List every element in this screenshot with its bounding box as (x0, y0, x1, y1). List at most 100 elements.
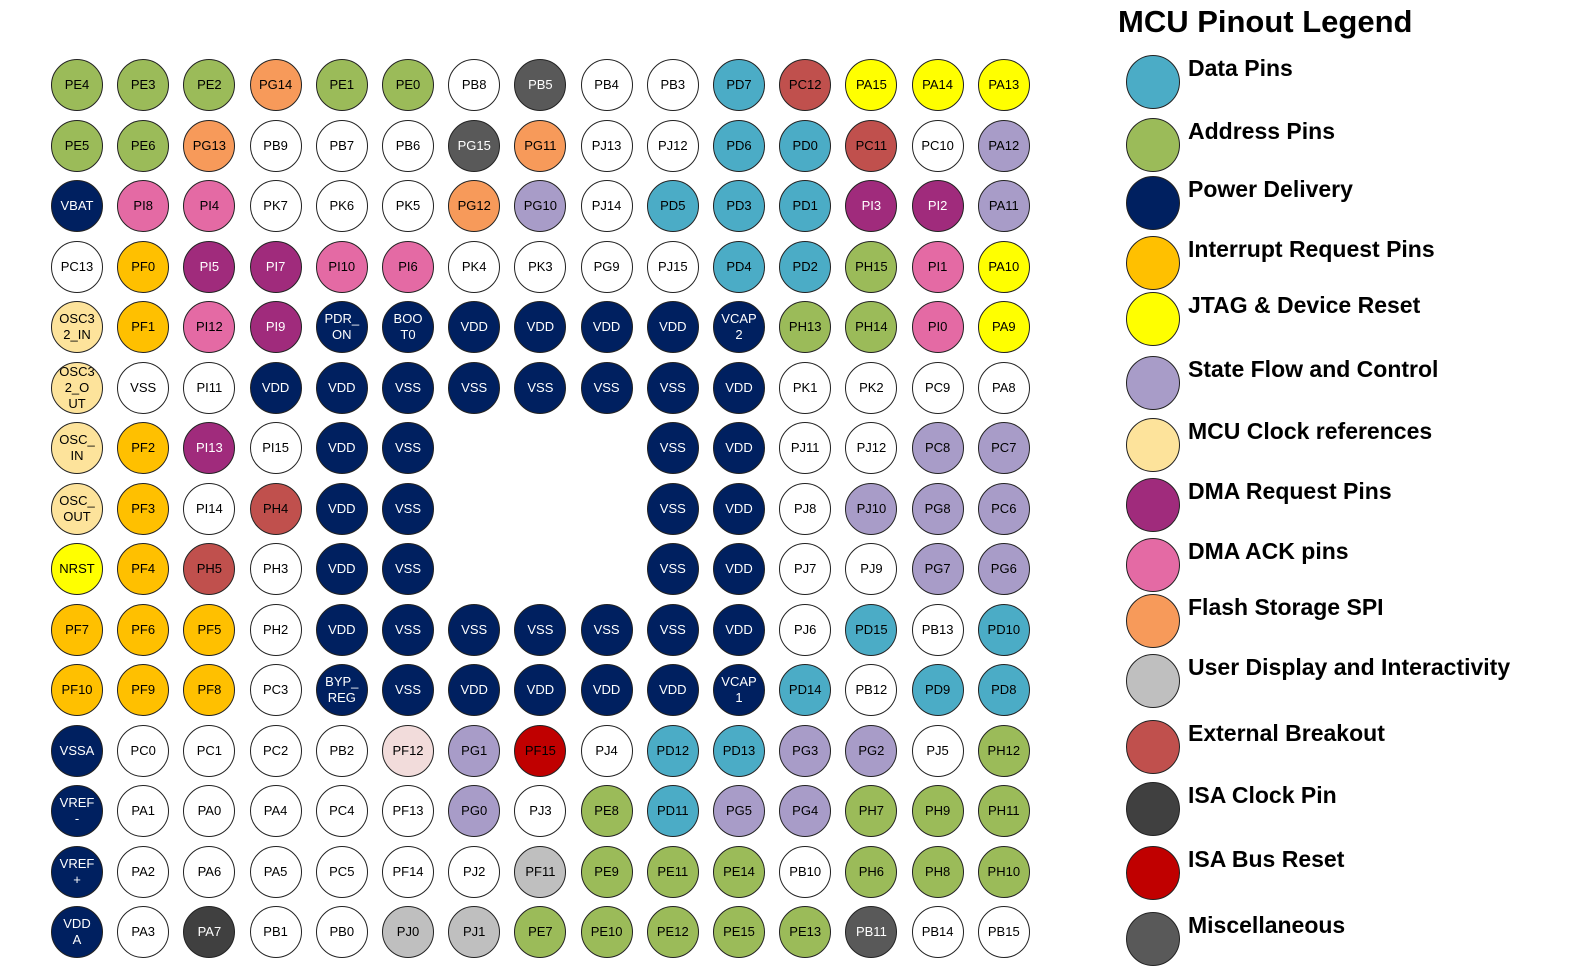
pin: VSS (382, 361, 434, 414)
pin: PF14 (382, 845, 434, 898)
pin: BOO T0 (382, 301, 434, 353)
pin: PI15 (249, 422, 302, 474)
pin: PI2 (911, 180, 964, 232)
pin: PH6 (845, 845, 898, 898)
pin: PB11 (845, 906, 898, 958)
pin: PE2 (183, 59, 236, 111)
pin: PB10 (779, 845, 832, 898)
pin: PE4 (51, 59, 103, 111)
pin: VDD (713, 482, 765, 535)
pin: PD4 (713, 240, 765, 293)
pin: VDD (315, 361, 368, 414)
pin: BYP_ REG (315, 664, 368, 716)
pin: PJ12 (646, 119, 699, 172)
pin: PF6 (117, 603, 170, 656)
pin: PG5 (713, 785, 765, 837)
pin: VSS (514, 361, 567, 414)
legend-label-power: Power Delivery (1188, 176, 1353, 202)
pin: PB6 (382, 119, 434, 172)
pin: PI8 (117, 180, 170, 232)
pin: PI7 (249, 240, 302, 293)
pin: VCAP 2 (713, 301, 765, 353)
legend-item-breakout: External Breakout (1126, 720, 1576, 776)
pin: PG9 (580, 240, 633, 293)
pin: PE12 (646, 906, 699, 958)
pin: PJ1 (448, 906, 501, 958)
pin: PB8 (448, 59, 501, 111)
pin: PC8 (911, 422, 964, 474)
pin: PC0 (117, 724, 170, 777)
legend-swatch-dma_ack (1126, 538, 1180, 592)
legend-item-flash: Flash Storage SPI (1126, 594, 1576, 650)
legend-swatch-irq (1126, 236, 1180, 290)
pin: VDD (315, 422, 368, 474)
pin: VSS (382, 482, 434, 535)
legend-label-irq: Interrupt Request Pins (1188, 236, 1435, 262)
pin: PD12 (646, 724, 699, 777)
pin: PJ0 (382, 906, 434, 958)
pin: PH12 (977, 724, 1030, 777)
pin: VSS (514, 603, 567, 656)
pin: PH9 (911, 785, 964, 837)
pin: PG7 (911, 543, 964, 595)
legend-item-isa_reset: ISA Bus Reset (1126, 846, 1576, 902)
pin: PJ13 (580, 119, 633, 172)
pin: PF15 (514, 724, 567, 777)
pin: PJ15 (646, 240, 699, 293)
legend-swatch-flash (1126, 594, 1180, 648)
pin: PD3 (713, 180, 765, 232)
pin: PF12 (382, 724, 434, 777)
pin: VDD (713, 543, 765, 595)
legend-item-power: Power Delivery (1126, 176, 1576, 232)
pin: PE13 (779, 906, 832, 958)
pin: PK3 (514, 240, 567, 293)
legend: MCU Pinout Legend Data Pins Address Pins P… (1118, 0, 1578, 971)
pin: VSS (382, 603, 434, 656)
pin: PI9 (249, 301, 302, 353)
pin: PG13 (183, 119, 236, 172)
legend-label-address: Address Pins (1188, 118, 1335, 144)
pin: VSS (646, 543, 699, 595)
pin: PE14 (713, 845, 765, 898)
pin: VDD (315, 482, 368, 535)
pin: PB4 (580, 59, 633, 111)
pin: PA9 (977, 301, 1030, 353)
pin: VDD (646, 664, 699, 716)
pin: PB3 (646, 59, 699, 111)
pin: VDD (580, 664, 633, 716)
legend-title: MCU Pinout Legend (1118, 4, 1413, 39)
legend-item-irq: Interrupt Request Pins (1126, 236, 1576, 292)
pin: PI14 (183, 482, 236, 535)
pin: PC6 (977, 482, 1030, 535)
legend-swatch-isa_reset (1126, 846, 1180, 900)
pin: VDD (249, 361, 302, 414)
pin: VSS (646, 422, 699, 474)
pin: PB7 (315, 119, 368, 172)
pin: PA14 (911, 59, 964, 111)
pin: PI1 (911, 240, 964, 293)
pin: PD2 (779, 240, 832, 293)
pin: PG11 (514, 119, 567, 172)
pin: PE15 (713, 906, 765, 958)
pin: PG10 (514, 180, 567, 232)
pin: PD6 (713, 119, 765, 172)
pin: PA6 (183, 845, 236, 898)
pin: PG3 (779, 724, 832, 777)
pin: VSS (382, 543, 434, 595)
pin: PG12 (448, 180, 501, 232)
pin: PA5 (249, 845, 302, 898)
pin: PC4 (315, 785, 368, 837)
legend-label-breakout: External Breakout (1188, 720, 1385, 746)
pin: PA1 (117, 785, 170, 837)
pin: PK7 (249, 180, 302, 232)
pin: PJ10 (845, 482, 898, 535)
pin: PE1 (315, 59, 368, 111)
pin: OSC_ OUT (51, 482, 103, 535)
legend-label-dma_req: DMA Request Pins (1188, 478, 1392, 504)
pin: PK5 (382, 180, 434, 232)
pin: PA13 (977, 59, 1030, 111)
pin: PE0 (382, 59, 434, 111)
pin: PJ12 (845, 422, 898, 474)
pin: PC1 (183, 724, 236, 777)
pin: PD7 (713, 59, 765, 111)
